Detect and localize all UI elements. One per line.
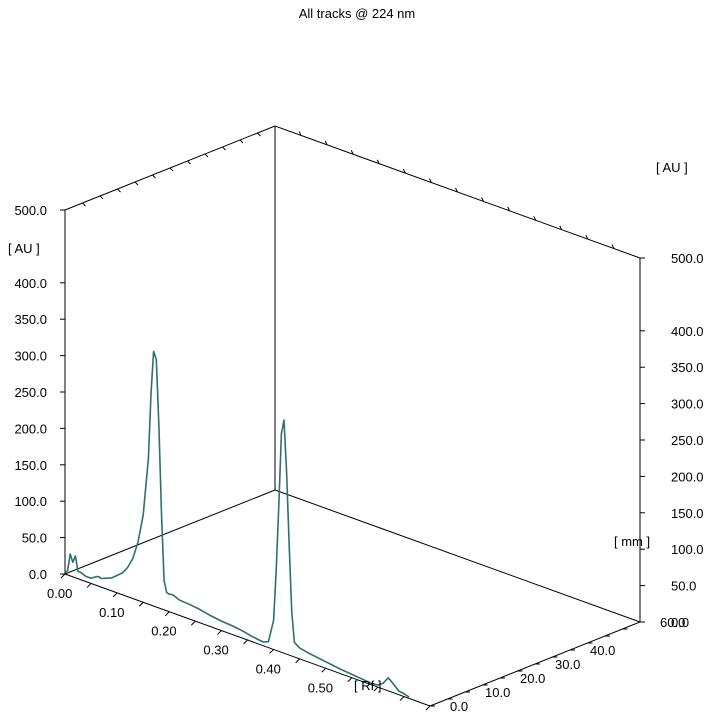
right-tick-label: 50.0 <box>671 579 696 594</box>
right-tick-label: 500.0 <box>671 251 704 266</box>
right-tick-label: 100.0 <box>671 542 704 557</box>
x-tick <box>321 667 327 673</box>
y-tick-label: 0.0 <box>29 567 47 582</box>
right-tick-label: 300.0 <box>671 397 704 412</box>
series-trace <box>64 350 410 698</box>
depth-tick-label: 30.0 <box>555 657 580 672</box>
x-tick <box>60 573 66 579</box>
top-left-edge-tick <box>117 188 121 193</box>
right-tick-label: 150.0 <box>671 506 704 521</box>
x-tick <box>269 649 274 654</box>
y-axis-unit-label: [ AU ] <box>8 241 40 256</box>
top-back-edge-tick <box>324 140 328 146</box>
x-tick <box>112 592 118 598</box>
top-back-edge-tick <box>507 206 511 212</box>
top-left-edge-tick <box>82 202 86 207</box>
top-left-edge-tick <box>222 146 226 151</box>
top-left-edge-tick <box>134 181 139 186</box>
x-tick <box>217 630 222 635</box>
x-tick-label: 0.30 <box>203 643 228 658</box>
y-tick-label: 350.0 <box>14 312 47 327</box>
y-tick-label: 150.0 <box>14 458 47 473</box>
y-tick-label: 250.0 <box>14 385 47 400</box>
right-axis-unit-label: [ AU ] <box>656 160 688 175</box>
x-tick <box>425 705 431 711</box>
depth-tick-label: 10.0 <box>485 685 510 700</box>
x-tick <box>373 686 379 692</box>
top-back-edge-tick <box>585 234 589 240</box>
x-axis-unit-label: [ Rf ] <box>354 678 381 693</box>
top-back-edge-tick <box>402 168 406 174</box>
chart-ticks <box>60 131 645 711</box>
floor-back-left-edge <box>64 489 276 575</box>
x-tick-label: 0.40 <box>256 661 281 676</box>
x-tick <box>243 639 248 645</box>
x-tick <box>347 677 353 683</box>
top-back-edge-tick <box>559 225 563 230</box>
y-tick-label: 100.0 <box>14 494 47 509</box>
top-back-edge-tick <box>611 244 615 249</box>
x-tick-label: 0.00 <box>47 586 72 601</box>
depth-tick-label: 0.0 <box>450 699 468 713</box>
top-back-edge-tick <box>455 187 458 193</box>
top-back-edge-tick <box>350 150 354 155</box>
chart-tick-labels: 0.0 50.0 100.0 150.0 200.0 250.0 300.0 350.0 400… <box>14 203 704 714</box>
top-left-edge-tick <box>152 174 156 179</box>
top-left-edge-tick <box>239 139 244 144</box>
top-back-edge-tick <box>481 197 485 202</box>
y-tick-label: 200.0 <box>14 421 47 436</box>
x-tick <box>138 601 144 607</box>
top-left-edge-tick <box>187 160 191 165</box>
x-tick <box>86 583 92 588</box>
y-tick-label: 500.0 <box>14 203 47 218</box>
y-tick-label: 300.0 <box>14 349 47 364</box>
top-left-edge-tick <box>169 167 174 172</box>
top-back-edge-tick <box>298 131 302 136</box>
right-tick-label: 200.0 <box>671 469 704 484</box>
x-tick <box>399 696 405 701</box>
depth-axis-unit-label: [ mm ] <box>614 534 650 549</box>
depth-tick-label: 60.0 <box>660 615 685 630</box>
top-left-edge-tick <box>204 153 209 158</box>
top-left-edge-tick <box>257 132 261 137</box>
x-tick <box>295 658 300 664</box>
x-tick-label: 0.10 <box>99 605 124 620</box>
chart-title: All tracks @ 224 nm <box>299 6 416 21</box>
right-tick-label: 350.0 <box>671 360 704 375</box>
x-tick-label: 0.50 <box>308 680 333 695</box>
x-tick <box>164 611 170 617</box>
top-back-edge-tick <box>376 159 380 164</box>
chart-frame <box>64 125 641 707</box>
y-tick-label: 400.0 <box>14 276 47 291</box>
depth-tick-label: 20.0 <box>520 671 545 686</box>
depth-tick-label: 40.0 <box>590 643 615 658</box>
y-tick-label: 50.0 <box>22 531 47 546</box>
right-tick-label: 0.0 <box>671 615 689 630</box>
right-tick-label: 250.0 <box>671 433 704 448</box>
right-tick-label: 400.0 <box>671 324 704 339</box>
floor-back-edge <box>274 489 641 623</box>
top-back-edge-tick <box>428 178 432 183</box>
top-left-edge-tick <box>99 195 104 200</box>
top-back-edge-tick <box>533 216 537 221</box>
x-tick <box>191 620 196 626</box>
x-tick-label: 0.20 <box>151 624 176 639</box>
chart-series-group <box>64 350 410 698</box>
